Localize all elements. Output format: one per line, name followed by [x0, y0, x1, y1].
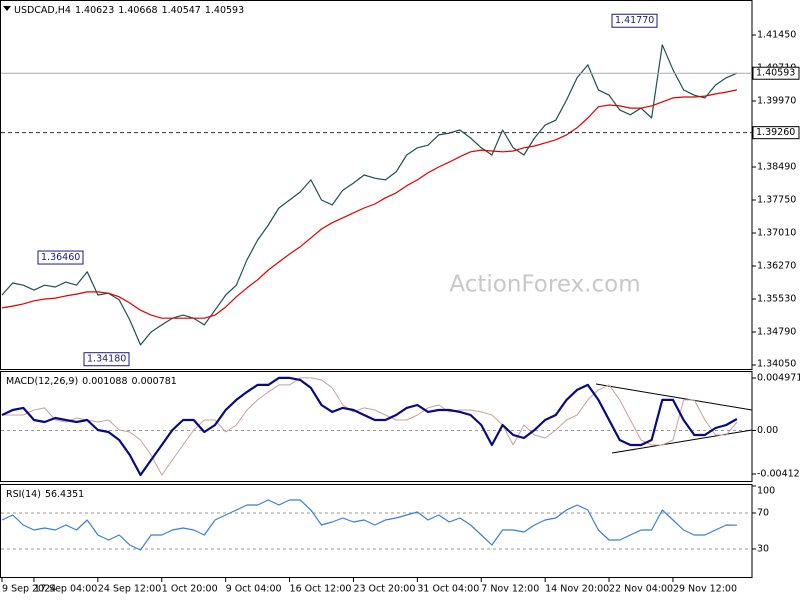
trend-line	[595, 383, 753, 411]
x-tick-label: 9 Oct 04:00	[226, 584, 282, 595]
y-tick-label: 1.41450	[757, 30, 796, 41]
series-line	[1, 89, 738, 319]
price-label: 1.39260	[756, 127, 795, 138]
y-tick-label: -0.004126	[757, 469, 800, 480]
price-label-box	[752, 66, 800, 80]
panel-frame	[0, 0, 753, 370]
x-tick-label: 9 Sep 2024	[2, 584, 56, 595]
x-tick-label: 29 Nov 12:00	[673, 584, 737, 595]
header-value: 1.40668	[118, 5, 157, 16]
x-tick-label: 22 Nov 04:00	[609, 584, 673, 595]
header-value: 0.000781	[132, 376, 177, 387]
annotation-label: 1.41770	[615, 15, 654, 26]
y-tick-label: 1.37010	[757, 228, 796, 239]
panel-frame	[0, 371, 753, 482]
y-tick-label: 1.36270	[757, 261, 796, 272]
y-tick-label: 1.34050	[757, 359, 796, 370]
trend-line	[611, 429, 753, 454]
watermark: ActionForex.com	[449, 272, 640, 298]
annotation-box	[37, 250, 84, 265]
y-tick-label: 0.004971	[757, 373, 800, 384]
y-tick-label: 100	[757, 486, 775, 497]
x-tick-label: 24 Sep 12:00	[98, 584, 161, 595]
header-title: MACD(12,26,9)	[6, 376, 78, 387]
x-tick-label: 17 Sep 04:00	[34, 584, 97, 595]
y-tick-label: 30	[757, 544, 769, 555]
header-value: 0.001088	[82, 376, 127, 387]
menu-arrow	[3, 6, 11, 11]
header-value: 1.40547	[162, 5, 201, 16]
series-line	[1, 376, 738, 477]
x-tick-label: 31 Oct 04:00	[417, 584, 479, 595]
x-tick-label: 1 Oct 20:00	[162, 584, 218, 595]
price-label: 1.40593	[756, 68, 795, 79]
series-line	[1, 499, 737, 551]
panel-header: USDCAD,H4 1.40623 1.40668 1.40547 1.40593	[14, 5, 244, 16]
y-tick-label: 1.39970	[757, 96, 796, 107]
header-value: 56.4351	[45, 489, 84, 500]
x-tick-label: 16 Oct 12:00	[290, 584, 352, 595]
panel-frame	[0, 484, 753, 578]
y-tick-label: 70	[757, 508, 769, 519]
header-title: USDCAD,H4	[14, 5, 71, 16]
y-tick-label: 1.34790	[757, 327, 796, 338]
panel-header: MACD(12,26,9) 0.001088 0.000781	[6, 376, 177, 387]
annotation-label: 1.36460	[41, 252, 80, 263]
y-tick-label: 1.38490	[757, 162, 796, 173]
annotation-box	[611, 13, 658, 28]
header-value: 1.40593	[205, 5, 244, 16]
header-value: 1.40623	[75, 5, 114, 16]
series-line	[1, 44, 738, 346]
y-tick-label: 0.00	[757, 425, 778, 436]
x-tick-label: 14 Nov 20:00	[545, 584, 609, 595]
y-tick-label: 1.35530	[757, 294, 796, 305]
annotation-label: 1.34180	[87, 354, 126, 365]
x-tick-label: 7 Nov 12:00	[481, 584, 539, 595]
y-tick-label: 1.37750	[757, 195, 796, 206]
x-tick-label: 23 Oct 20:00	[353, 584, 415, 595]
annotation-box	[83, 352, 130, 367]
series-line	[2, 377, 738, 476]
header-title: RSI(14)	[6, 489, 41, 500]
panel-header: RSI(14) 56.4351	[6, 489, 84, 500]
price-label-box	[752, 126, 800, 140]
